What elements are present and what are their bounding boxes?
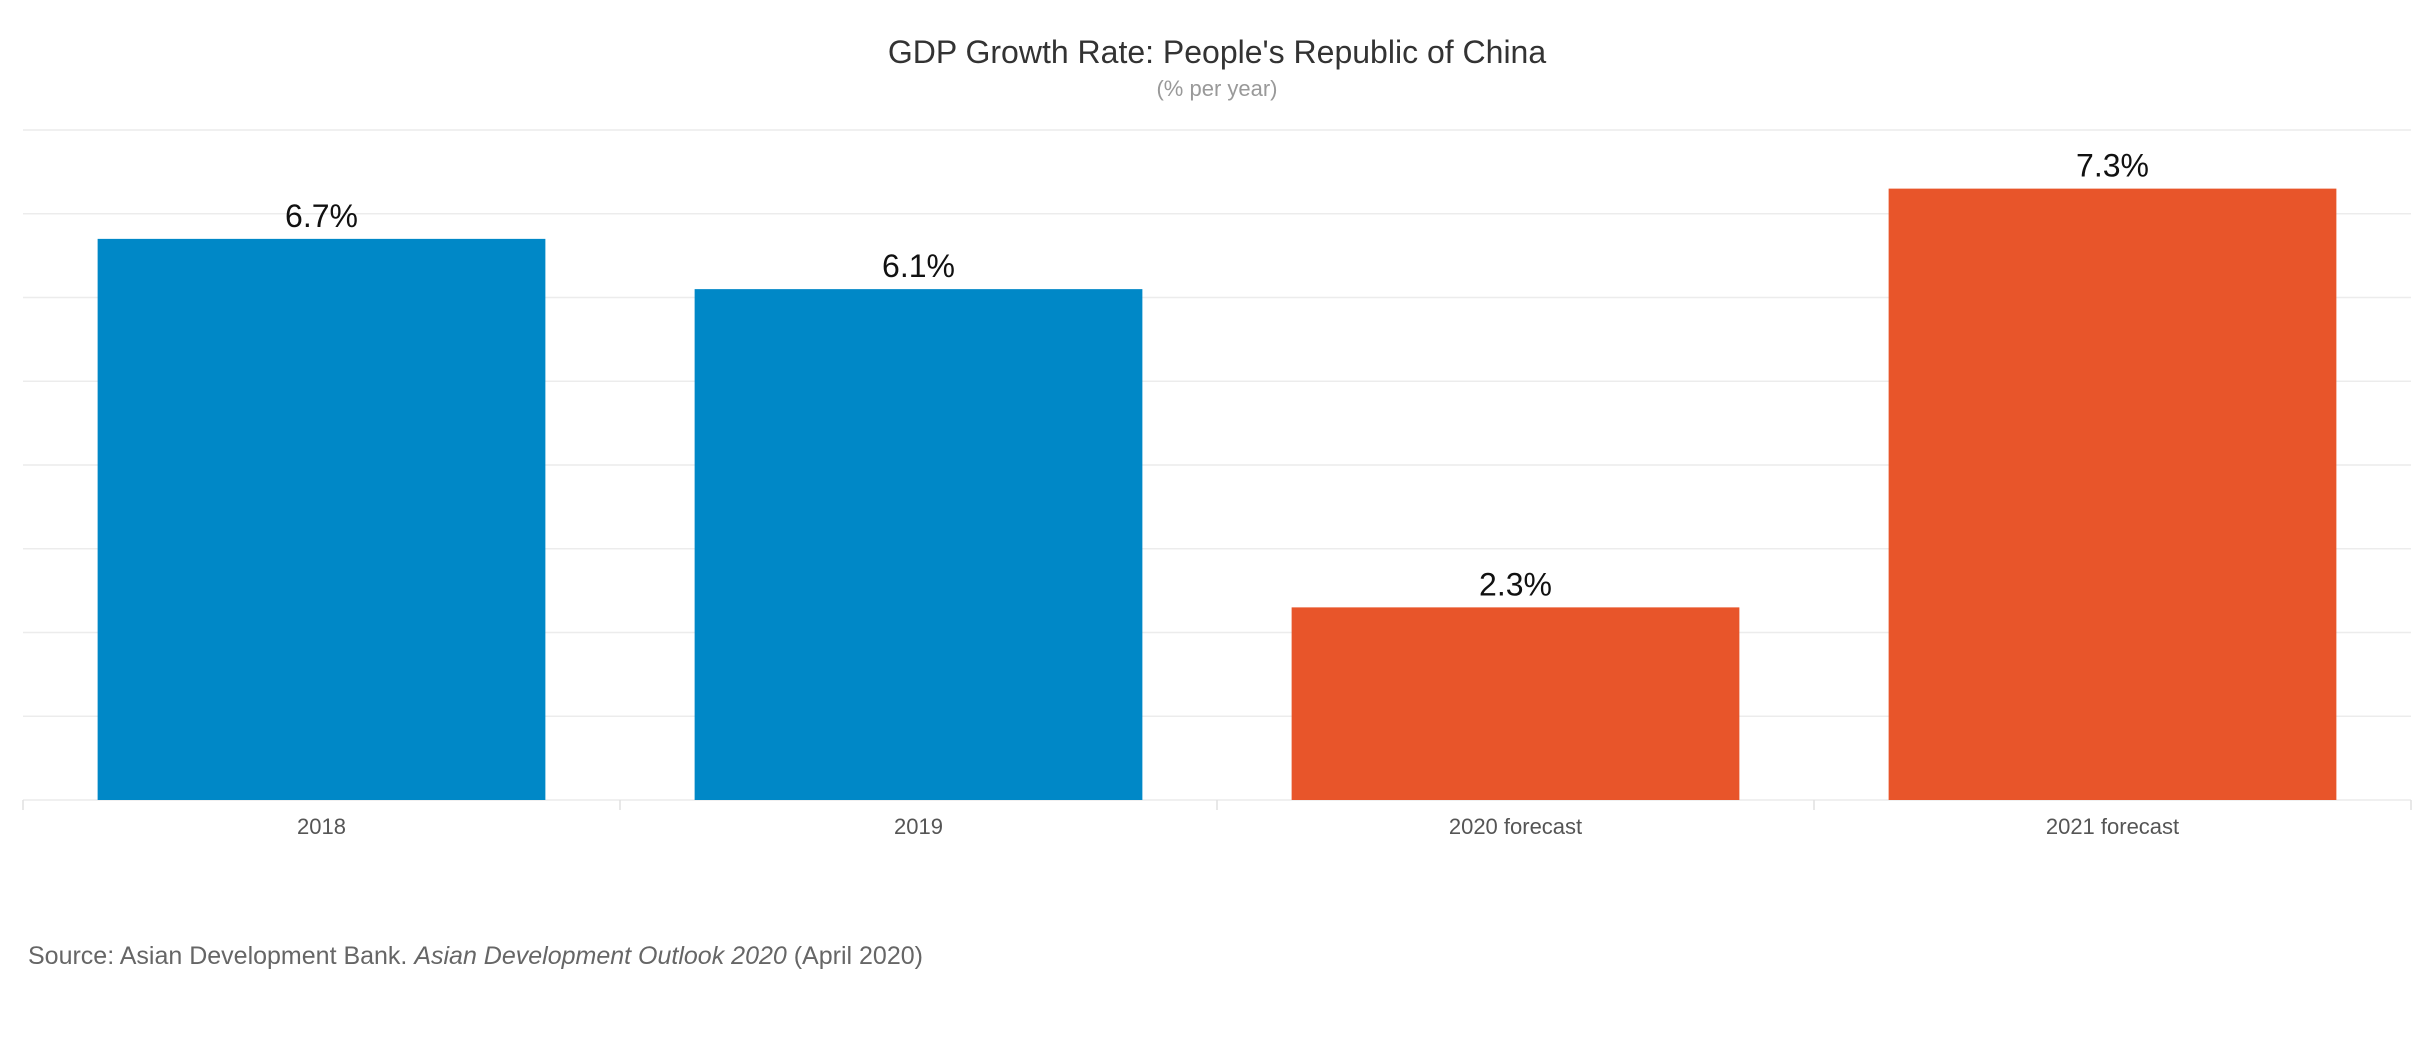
x-tick-label: 2020 forecast — [1449, 814, 1582, 839]
x-tick-label: 2021 forecast — [2046, 814, 2179, 839]
x-axis: 2018 2019 2020 forecast 2021 forecast — [22, 800, 2412, 839]
data-label: 6.7% — [285, 198, 358, 234]
bar — [1291, 607, 1740, 800]
source-publication: Asian Development Outlook 2020 — [414, 942, 787, 970]
chart-subtitle: (% per year) — [1156, 76, 1278, 101]
data-labels: 6.7% 6.1% 2.3% 7.3% — [285, 148, 2149, 603]
bar — [694, 289, 1143, 800]
chart-title: GDP Growth Rate: People's Republic of Ch… — [887, 34, 1547, 70]
data-label: 7.3% — [2076, 148, 2149, 184]
bars — [97, 188, 2337, 800]
source-suffix: (April 2020) — [786, 942, 923, 970]
x-tick-label: 2018 — [297, 814, 346, 839]
data-label: 2.3% — [1479, 566, 1552, 602]
bar — [97, 238, 546, 800]
x-tick-label: 2019 — [894, 814, 943, 839]
data-label: 6.1% — [882, 248, 955, 284]
bar — [1888, 188, 2337, 800]
source-prefix: Source: Asian Development Bank. — [28, 942, 415, 970]
source-note: Source: Asian Development Bank. Asian De… — [28, 942, 923, 971]
